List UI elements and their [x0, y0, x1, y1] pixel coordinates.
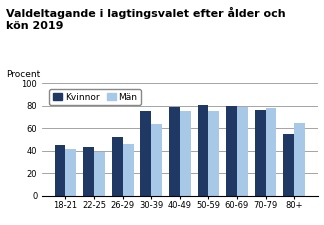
Bar: [294, 123, 305, 196]
Bar: [65, 148, 76, 196]
Bar: [226, 106, 237, 196]
Bar: [83, 147, 94, 196]
Bar: [237, 107, 248, 196]
Bar: [198, 105, 208, 196]
Text: Valdeltagande i lagtingsvalet efter ålder och
kön 2019: Valdeltagande i lagtingsvalet efter ålde…: [6, 7, 286, 31]
Bar: [255, 110, 266, 196]
Bar: [180, 111, 191, 196]
Bar: [94, 152, 105, 196]
Bar: [283, 134, 294, 196]
Bar: [140, 111, 151, 196]
Bar: [208, 111, 219, 196]
Bar: [266, 108, 276, 196]
Bar: [123, 144, 133, 196]
Bar: [112, 137, 123, 196]
Legend: Kvinnor, Män: Kvinnor, Män: [49, 89, 141, 105]
Bar: [55, 145, 65, 196]
Bar: [151, 124, 162, 196]
Text: Procent: Procent: [6, 70, 40, 79]
Bar: [169, 107, 180, 196]
